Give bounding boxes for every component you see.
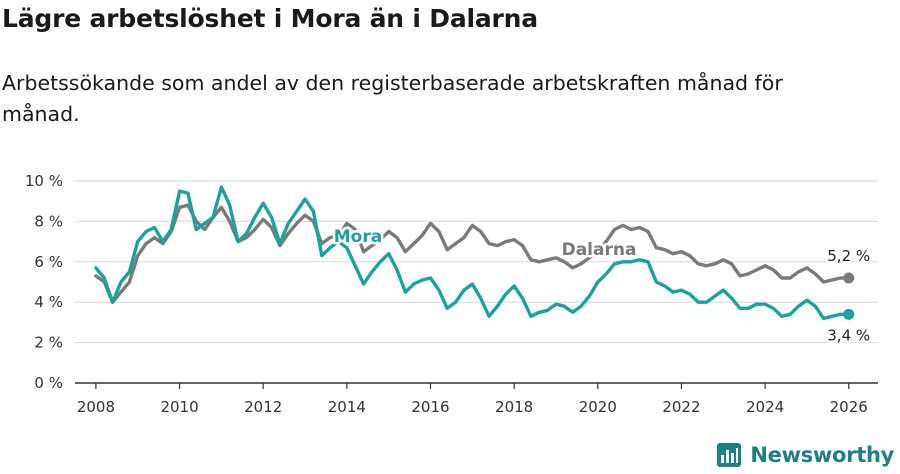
x-tick-label: 2020 [579,398,617,416]
x-tick-label: 2014 [328,398,366,416]
mora-end-label-halo: 3,4 % [827,326,870,344]
y-axis-labels: 0 % 2 % 4 % 6 % 8 % 10 % [25,172,63,392]
x-tick-label: 2010 [160,398,198,416]
x-tick-label: 2016 [411,398,449,416]
series-line-mora [94,185,851,321]
gridlines [75,180,878,344]
x-tick-label: 2008 [77,398,115,416]
x-tick-label: 2018 [495,398,533,416]
dalarna-end-label-halo: 5,2 % [827,247,870,265]
x-tick-label: 2026 [830,398,868,416]
y-tick-label: 8 % [34,212,63,230]
mora-end-label: 3,4 % [827,326,870,344]
x-tick-label: 2024 [746,398,784,416]
x-axis: 2008 2010 2012 2014 2016 2018 2020 2022 2024 2026 [75,382,878,416]
mora-label-halo: Mora [334,227,382,247]
x-tick-label: 2012 [244,398,282,416]
chart-subtitle: Arbetssökande som andel av den registerb… [2,71,783,126]
y-tick-label: 6 % [34,253,63,271]
y-tick-label: 0 % [34,374,63,392]
y-tick-label: 10 % [25,172,63,190]
y-tick-label: 2 % [34,334,63,352]
dalarna-label-halo: Dalarna [562,240,637,260]
x-tick-label: 2022 [662,398,700,416]
brand: Newsworthy [716,442,894,468]
mora-label: Mora [334,227,382,247]
newsworthy-logo-icon [717,443,742,467]
y-tick-label: 4 % [34,293,63,311]
series-lines [94,185,855,321]
brand-name: Newsworthy [750,443,894,467]
series-line-dalarna [94,203,851,304]
end-point-mora [843,308,855,320]
dalarna-label: Dalarna [562,240,637,260]
end-point-dalarna [843,272,855,284]
chart-title: Lägre arbetslöshet i Mora än i Dalarna [2,4,538,33]
dalarna-end-label: 5,2 % [827,247,870,265]
